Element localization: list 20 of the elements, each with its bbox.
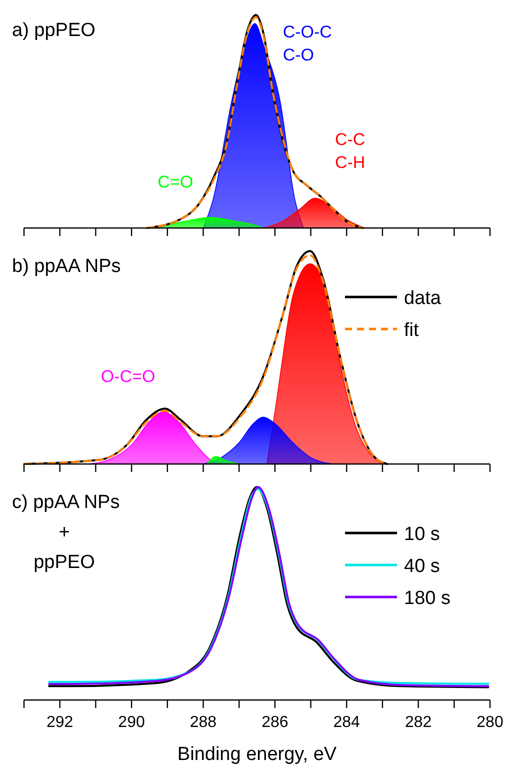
legend-label: 40 s [404, 556, 440, 577]
x-tick-label: 292 [46, 714, 74, 731]
legend-label: 10 s [404, 524, 440, 545]
series-label: O-C=O [100, 366, 156, 386]
series-label: C=O [158, 172, 194, 192]
x-tick-label: 290 [118, 714, 145, 731]
x-axis-title: Binding energy, eV [177, 744, 337, 765]
x-tick-label: 286 [262, 714, 288, 731]
chart-title: a) ppPEO [12, 20, 96, 41]
x-tick-label: 282 [404, 714, 432, 731]
x-tick-label: 288 [190, 714, 217, 731]
series-label: C-O-C C-O [282, 22, 332, 65]
x-tick-label: 284 [333, 714, 360, 731]
text: c) ppAA NPs + ppPEO [12, 492, 120, 573]
x-tick-label: 280 [476, 714, 504, 731]
legend-label: fit [404, 320, 420, 341]
chart-title: b) ppAA NPs [12, 256, 121, 277]
legend-label: 180 s [404, 588, 450, 609]
series-label: C-C C-H [334, 130, 366, 172]
legend-label: data [404, 288, 442, 309]
